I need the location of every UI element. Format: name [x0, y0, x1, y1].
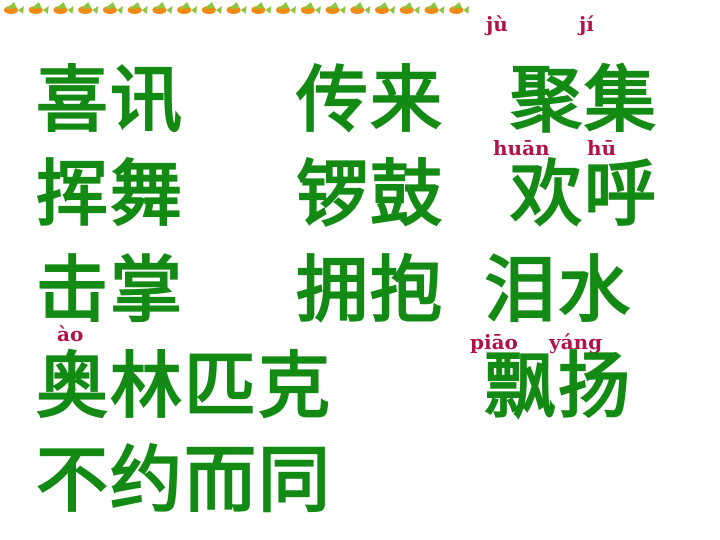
bird-icon — [127, 2, 148, 14]
word-leishui: 泪水 — [484, 248, 633, 332]
pinyin-ji: jí — [579, 12, 594, 36]
word-buyueertong: 不约而同 — [36, 438, 333, 522]
bird-icon — [4, 2, 24, 14]
bird-icon — [102, 2, 123, 14]
bird-icon — [78, 2, 99, 14]
bird-icon — [177, 2, 198, 14]
decorative-border — [4, 2, 470, 14]
bird-icon — [375, 2, 396, 14]
bird-icon — [53, 2, 74, 14]
pinyin-piao: piāo — [470, 330, 518, 354]
word-xixun: 喜讯 — [36, 58, 185, 142]
bird-icon — [399, 2, 420, 14]
bird-icon — [251, 2, 272, 14]
word-juji: 聚集 — [510, 58, 659, 142]
bird-icon — [300, 2, 321, 14]
pinyin-hu: hū — [587, 136, 617, 160]
pinyin-huan: huān — [493, 136, 550, 160]
word-yongbao: 拥抱 — [296, 248, 445, 332]
bird-icon — [201, 2, 222, 14]
bird-icon — [350, 2, 371, 14]
bird-icon — [276, 2, 297, 14]
pinyin-ao: ào — [57, 322, 84, 346]
word-huanhu: 欢呼 — [510, 152, 659, 236]
word-piaoyang: 飘扬 — [484, 344, 633, 428]
word-luogu: 锣鼓 — [296, 152, 445, 236]
word-jizhang: 击掌 — [36, 248, 185, 332]
bird-icon — [449, 2, 470, 14]
bird-icon — [152, 2, 173, 14]
pinyin-ju: jù — [486, 12, 508, 36]
bird-icon — [325, 2, 346, 14]
pinyin-yang: yáng — [549, 330, 603, 354]
word-huiwu: 挥舞 — [36, 152, 185, 236]
bird-icon — [424, 2, 445, 14]
word-chuanlai: 传来 — [296, 58, 445, 142]
bird-icon — [28, 2, 49, 14]
bird-icon — [226, 2, 247, 14]
word-aolinpike: 奥林匹克 — [36, 344, 333, 428]
